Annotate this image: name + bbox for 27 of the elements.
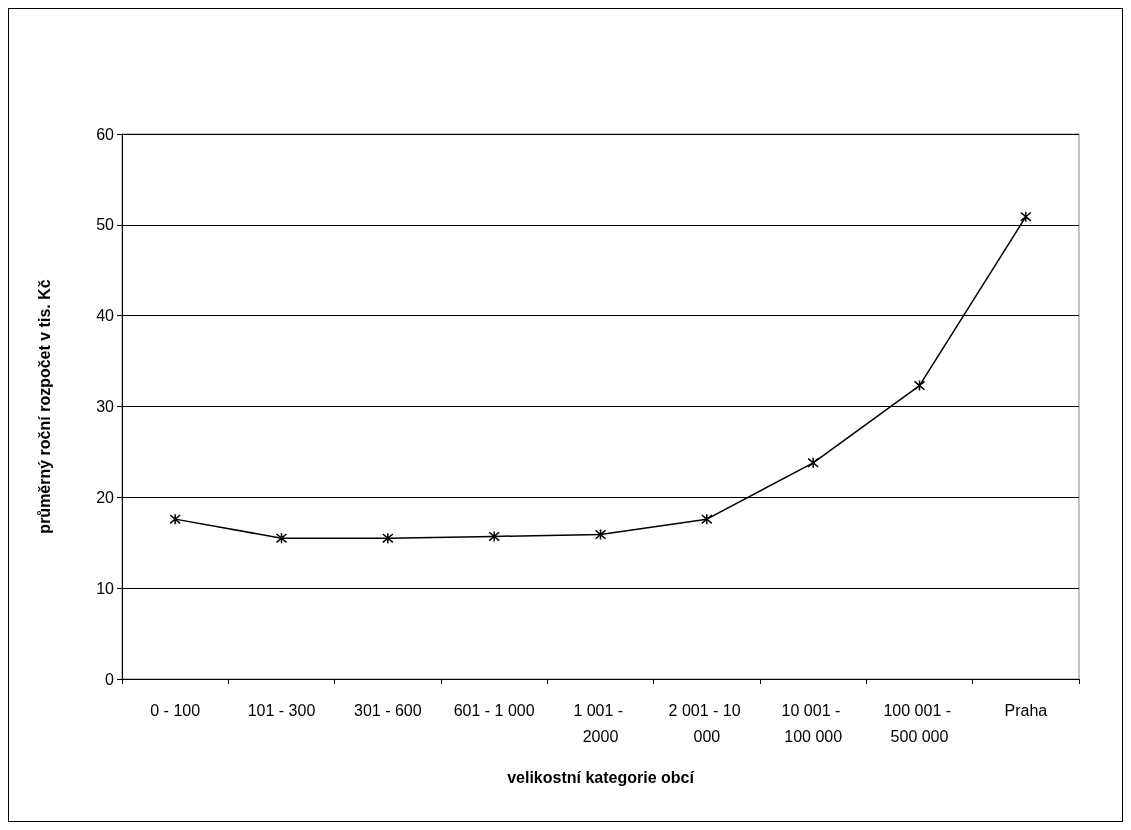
x-tick-label: 101 - 300 — [247, 701, 316, 719]
x-tick-label: 601 - 1 000 — [453, 701, 535, 719]
point — [1020, 210, 1032, 223]
point — [275, 532, 288, 544]
x-tick-label: 10 001 - 100 000 — [781, 701, 845, 745]
y-axis-title: průměrný roční rozpočet v tis. Kč — [35, 279, 53, 534]
y-tick-label: 0 — [105, 670, 115, 688]
y-tick-label: 40 — [96, 307, 115, 325]
y-tick-label: 10 — [96, 579, 115, 597]
x-tick-label: 2 001 - 10 000 — [668, 701, 746, 745]
x-axis-title: velikostní kategorie obcí — [507, 768, 695, 786]
x-tick-label: 301 - 600 — [354, 701, 422, 719]
point — [807, 457, 819, 469]
point — [488, 530, 500, 543]
y-tick-label: 30 — [96, 398, 115, 415]
x-tick-label: 100 001 - 500 000 — [883, 701, 956, 745]
x-tick-label: Praha — [1004, 701, 1048, 719]
y-tick-label: 50 — [96, 216, 115, 234]
point — [913, 379, 926, 392]
point — [594, 528, 607, 541]
point — [382, 532, 394, 544]
point — [701, 513, 713, 525]
y-tick-label: 60 — [96, 125, 115, 143]
y-tick-label: 20 — [96, 488, 115, 506]
x-tick-label: 0 - 100 — [150, 701, 201, 719]
x-tick-label: 1 001 - 2000 — [573, 701, 628, 745]
point — [169, 513, 181, 525]
